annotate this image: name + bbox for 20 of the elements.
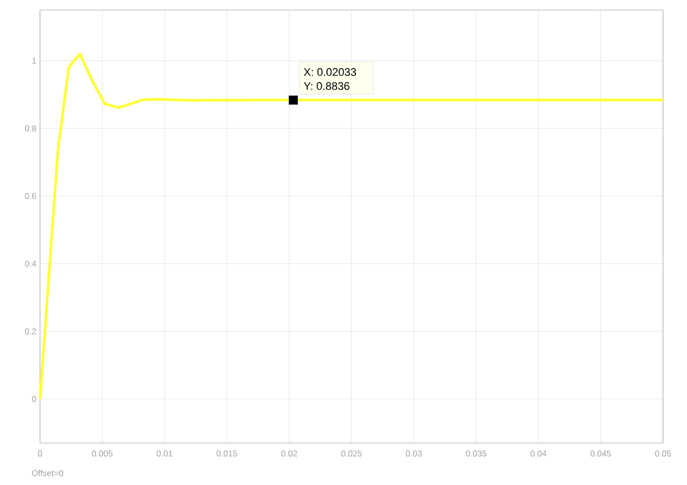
y-tick-label: 0 xyxy=(32,396,36,402)
annotation: X: 0.02033 xyxy=(304,68,356,76)
x-tick-label: 0.04 xyxy=(530,450,546,457)
x-tick-label: 0 xyxy=(38,450,42,457)
y-tick-label: 0.2 xyxy=(25,328,36,334)
text: Offset=0 xyxy=(32,470,64,476)
x-tick-label: 0.05 xyxy=(655,450,671,457)
annotation: Y: 0.8836 xyxy=(304,82,350,90)
y-tick-label: 0.4 xyxy=(25,260,36,267)
x-tick-label: 0.01 xyxy=(156,450,172,457)
x-tick-label: 0.005 xyxy=(92,450,113,457)
y-tick-label: 0.6 xyxy=(25,193,36,200)
x-tick-label: 0.045 xyxy=(590,450,611,457)
y-tick-label: 0.8 xyxy=(25,125,36,132)
y-tick-label: 1 xyxy=(32,58,36,64)
x-tick-label: 0.015 xyxy=(216,450,238,457)
x-tick-label: 0.03 xyxy=(406,450,422,457)
x-tick-label: 0.025 xyxy=(341,450,362,457)
x-tick-label: 0.035 xyxy=(466,450,486,457)
x-tick-label: 0.02 xyxy=(281,450,298,457)
